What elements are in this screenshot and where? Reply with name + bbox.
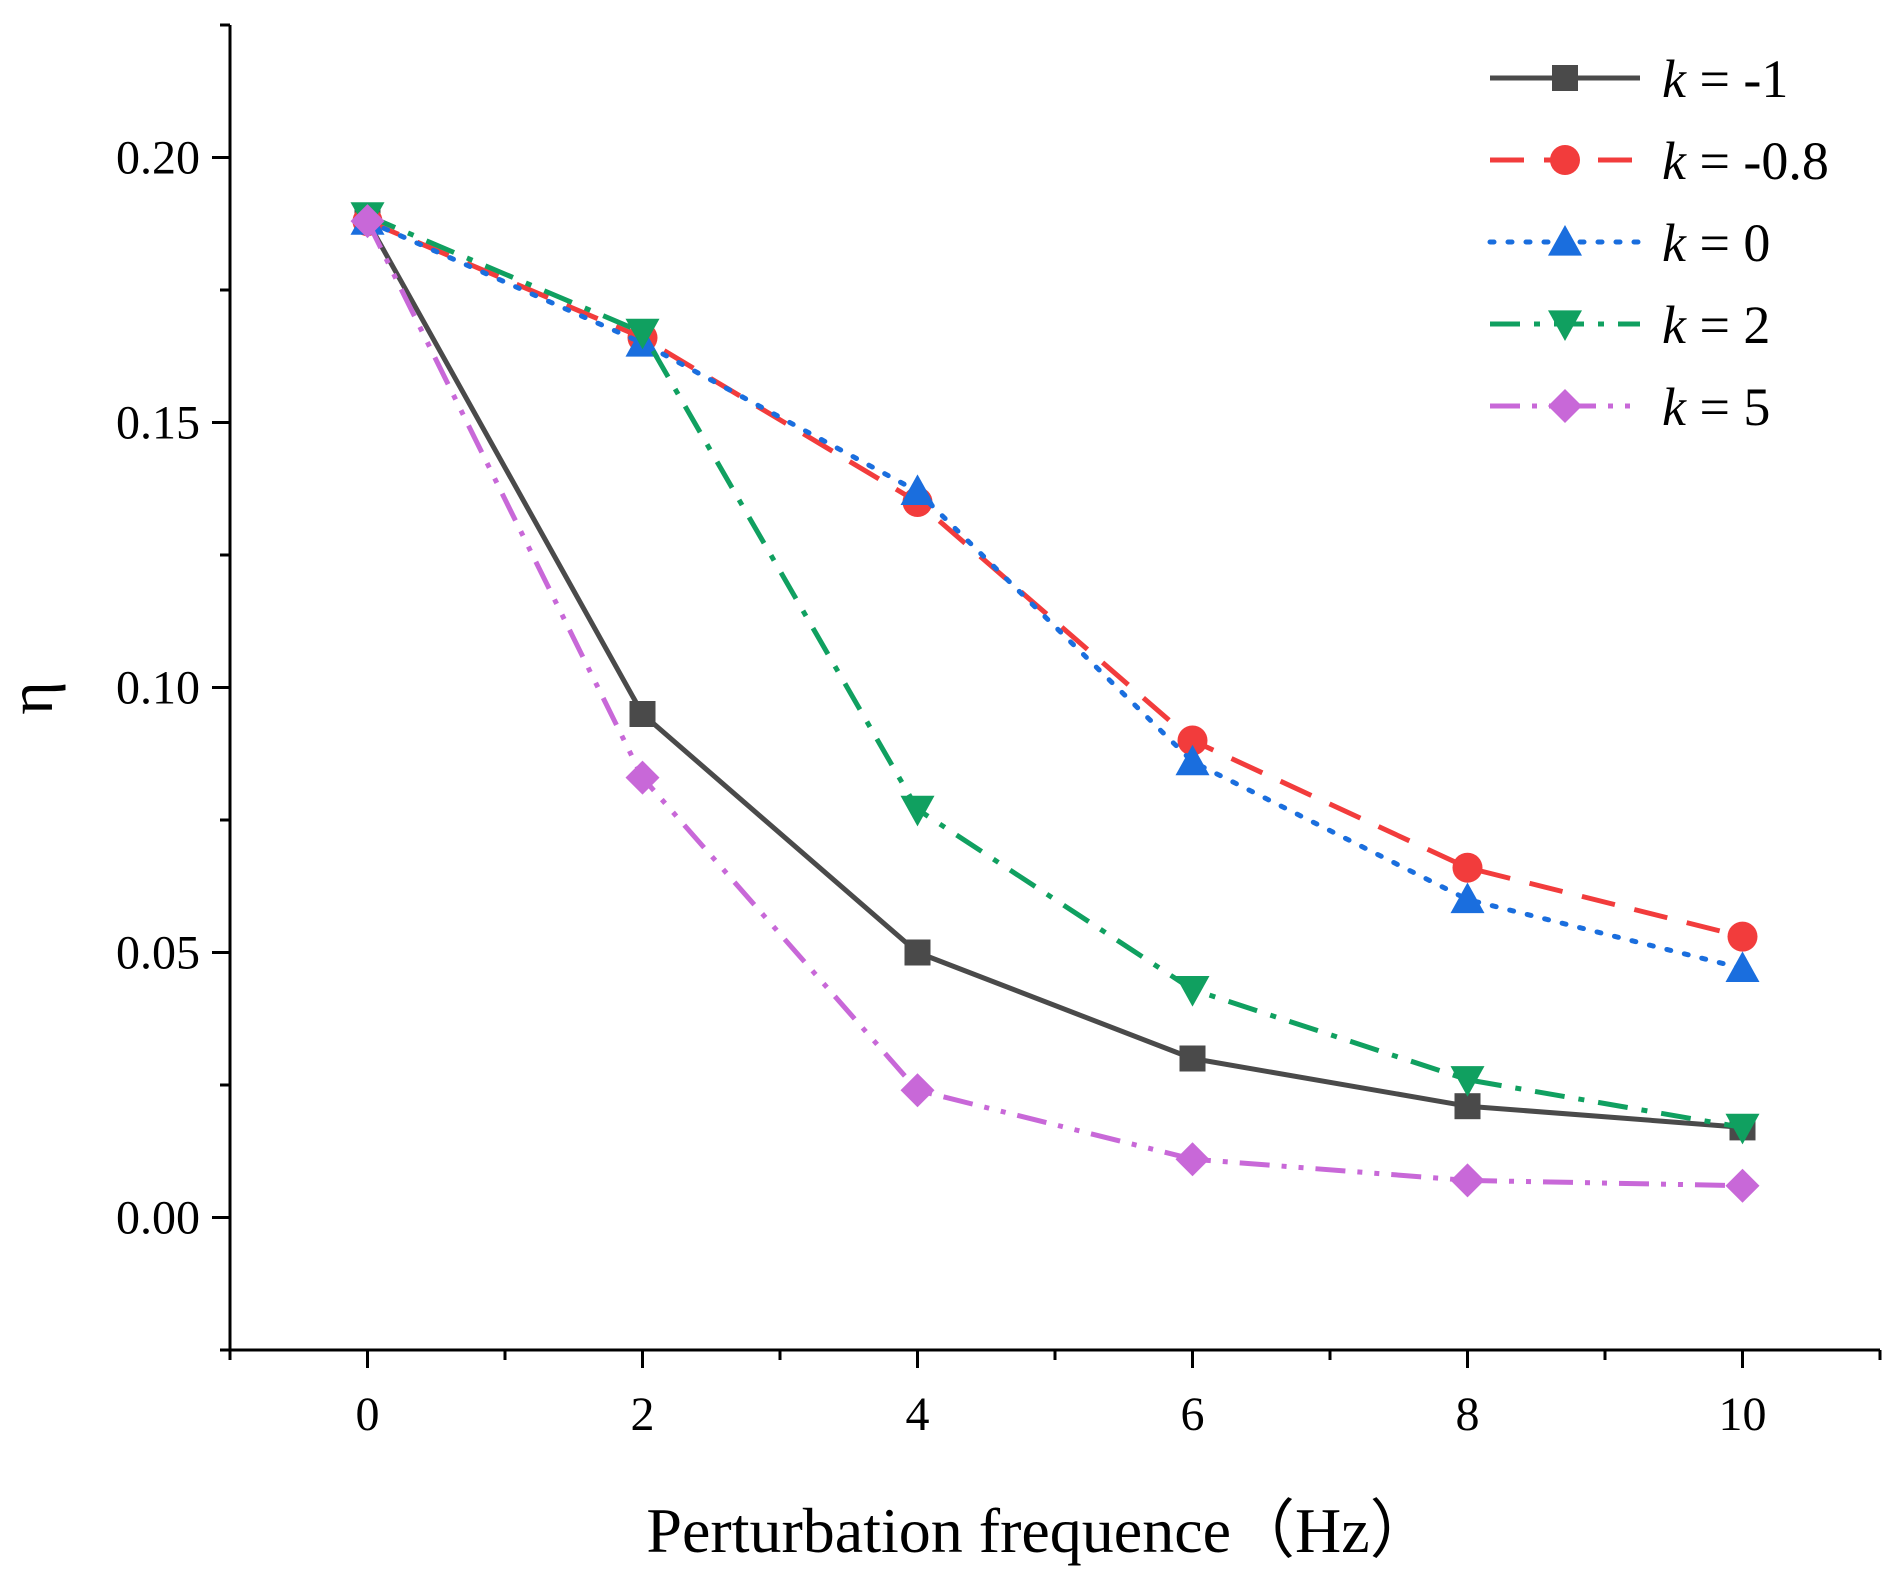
series-line bbox=[365, 219, 1743, 1130]
data-point bbox=[900, 1073, 935, 1108]
data-point bbox=[1177, 725, 1208, 756]
data-point bbox=[1452, 852, 1483, 883]
x-tick-label: 10 bbox=[1719, 1388, 1767, 1441]
data-point bbox=[1175, 976, 1210, 1007]
y-tick-label: 0.20 bbox=[116, 132, 200, 185]
legend-item-3: k = 0 bbox=[1487, 213, 1770, 273]
legend-item-1: k = -1 bbox=[1490, 49, 1788, 109]
data-point bbox=[1725, 1168, 1760, 1203]
data-point bbox=[900, 474, 935, 505]
x-tick-label: 8 bbox=[1456, 1388, 1480, 1441]
legend-label: k = -0.8 bbox=[1662, 131, 1829, 191]
series-5 bbox=[350, 204, 1760, 1203]
data-point bbox=[1175, 1142, 1210, 1177]
data-point bbox=[900, 795, 935, 827]
x-axis: 0 2 4 6 8 10 bbox=[228, 1350, 1882, 1441]
legend-swatch-marker bbox=[1548, 389, 1582, 423]
data-point bbox=[629, 701, 656, 727]
legend-item-2: k = -0.8 bbox=[1490, 131, 1829, 191]
data-point bbox=[625, 318, 660, 350]
legend-label: k = 5 bbox=[1662, 377, 1770, 437]
x-tick-label: 4 bbox=[906, 1388, 930, 1441]
y-axis: 0.00 0.05 0.10 0.15 0.20 bbox=[116, 23, 230, 1352]
legend-swatch-marker bbox=[1550, 145, 1580, 175]
legend-swatch-marker bbox=[1548, 225, 1582, 256]
legend-label: k = 0 bbox=[1662, 213, 1770, 273]
legend-label: k = -1 bbox=[1662, 49, 1788, 109]
data-point bbox=[1175, 744, 1210, 776]
series-line bbox=[366, 218, 1744, 940]
data-point bbox=[1725, 1113, 1760, 1145]
y-tick-label: 0.00 bbox=[116, 1192, 200, 1245]
series-layer bbox=[350, 202, 1760, 1203]
x-axis-title: Perturbation frequence（Hz） bbox=[646, 1495, 1433, 1566]
x-tick-label: 6 bbox=[1181, 1388, 1205, 1441]
data-point bbox=[350, 204, 385, 239]
y-tick-label: 0.05 bbox=[116, 927, 200, 980]
data-point bbox=[1450, 882, 1485, 914]
series-line bbox=[365, 218, 1745, 971]
series-line bbox=[365, 219, 1743, 1189]
y-tick-label: 0.10 bbox=[116, 662, 200, 715]
data-point bbox=[1450, 1163, 1485, 1198]
legend-item-5: k = 5 bbox=[1490, 377, 1770, 437]
data-point bbox=[1725, 951, 1760, 982]
x-tick-label: 2 bbox=[631, 1388, 655, 1441]
legend-swatch-marker bbox=[1552, 65, 1578, 91]
y-axis-title: η bbox=[0, 681, 66, 714]
legend-label: k = 2 bbox=[1662, 295, 1770, 355]
data-point bbox=[625, 760, 660, 795]
legend-swatch-marker bbox=[1548, 310, 1582, 341]
data-point bbox=[1450, 1066, 1485, 1097]
y-tick-label: 0.15 bbox=[116, 397, 200, 450]
x-tick-label: 0 bbox=[356, 1388, 380, 1441]
data-point bbox=[1179, 1045, 1206, 1072]
legend: k = -1 k = -0.8 k = 0 k = 2 k = 5 bbox=[1487, 49, 1829, 437]
legend-item-4: k = 2 bbox=[1490, 295, 1770, 355]
data-point bbox=[1727, 921, 1758, 952]
data-point bbox=[1454, 1093, 1481, 1120]
data-point bbox=[904, 939, 931, 966]
